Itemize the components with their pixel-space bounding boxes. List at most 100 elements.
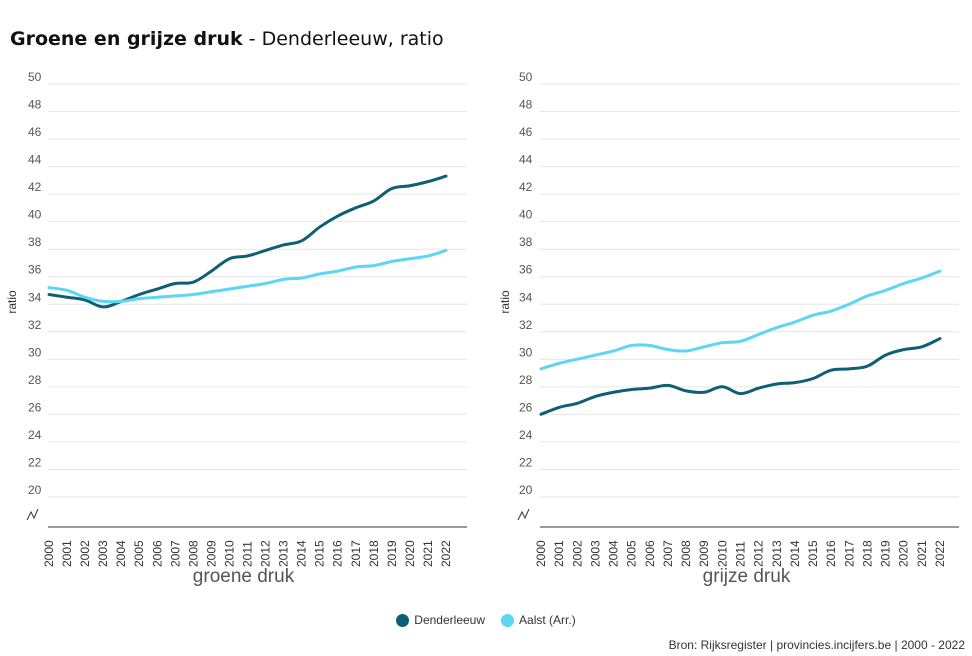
legend-label: Denderleeuw [414, 613, 486, 627]
y-tick-label: 44 [519, 153, 533, 167]
y-tick-label: 28 [519, 373, 533, 387]
x-axis-title: grijze druk [703, 566, 791, 587]
x-tick-label: 2003 [96, 540, 110, 567]
chart-title-bold: Groene en grijze druk [10, 28, 243, 50]
y-tick-label: 42 [28, 180, 42, 194]
x-tick-label: 2010 [715, 540, 729, 567]
y-tick-label: 46 [519, 125, 533, 139]
y-tick-label: 50 [28, 70, 42, 84]
x-tick-label: 2002 [570, 540, 584, 567]
y-tick-label: 20 [519, 483, 533, 497]
y-tick-label: 34 [519, 290, 533, 304]
legend-label: Aalst (Arr.) [519, 613, 576, 627]
y-tick-label: 40 [28, 208, 42, 222]
x-tick-label: 2021 [915, 540, 929, 567]
x-tick-label: 2020 [403, 540, 417, 567]
y-tick-label: 28 [28, 373, 42, 387]
y-tick-label: 48 [28, 98, 42, 112]
x-tick-label: 2017 [349, 540, 363, 567]
x-tick-label: 2002 [78, 540, 92, 567]
x-tick-label: 2006 [643, 540, 657, 567]
x-tick-label: 2011 [734, 541, 748, 567]
x-tick-label: 2022 [933, 540, 947, 567]
y-tick-label: 50 [519, 70, 533, 84]
y-tick-label: 30 [519, 345, 533, 359]
x-tick-label: 2007 [661, 540, 675, 567]
y-tick-label: 42 [519, 180, 533, 194]
y-axis-label: ratio [5, 290, 19, 314]
y-tick-label: 26 [519, 400, 533, 414]
legend: Denderleeuw Aalst (Arr.) [0, 613, 972, 630]
x-tick-label: 2013 [770, 540, 784, 567]
x-tick-label: 2005 [625, 540, 639, 567]
x-tick-label: 2014 [788, 540, 802, 567]
x-tick-label: 2014 [295, 540, 309, 567]
x-tick-label: 2015 [313, 540, 327, 567]
x-tick-label: 2005 [132, 540, 146, 567]
y-tick-label: 48 [519, 98, 533, 112]
axis-break-icon [517, 508, 530, 521]
series-line-aalst [539, 269, 942, 371]
x-tick-label: 2010 [222, 540, 236, 567]
x-tick-label: 2019 [385, 540, 399, 567]
legend-dot-icon [396, 613, 410, 627]
chart-panel-1: 20222426283032343638404244464850ratio200… [5, 70, 467, 587]
x-tick-label: 2008 [186, 540, 200, 567]
x-tick-label: 2001 [60, 540, 74, 567]
y-tick-label: 20 [28, 483, 42, 497]
x-tick-label: 2016 [824, 540, 838, 567]
y-tick-label: 24 [28, 428, 42, 442]
y-tick-label: 36 [519, 263, 533, 277]
axis-break-icon [26, 508, 39, 521]
x-tick-label: 2000 [42, 540, 56, 567]
y-tick-label: 44 [28, 153, 42, 167]
x-tick-label: 2009 [204, 540, 218, 567]
series-line-aalst [47, 248, 448, 304]
legend-dot-icon [501, 613, 515, 627]
x-tick-label: 2020 [897, 540, 911, 567]
x-tick-label: 2004 [114, 540, 128, 567]
y-tick-label: 32 [28, 318, 42, 332]
x-tick-label: 2000 [534, 540, 548, 567]
series-line-denderleeuw [539, 337, 942, 416]
x-tick-label: 2008 [679, 540, 693, 567]
x-tick-label: 2004 [607, 540, 621, 567]
x-tick-label: 2016 [331, 540, 345, 567]
x-tick-label: 2018 [860, 540, 874, 567]
x-tick-label: 2022 [439, 540, 453, 567]
x-tick-label: 2019 [879, 540, 893, 567]
y-tick-label: 38 [28, 235, 42, 249]
y-tick-label: 30 [28, 345, 42, 359]
x-axis-title: groene druk [193, 566, 295, 587]
x-tick-label: 2006 [150, 540, 164, 567]
y-tick-label: 26 [28, 400, 42, 414]
x-tick-label: 2018 [367, 540, 381, 567]
source-note: Bron: Rijksregister | provincies.incijfe… [668, 638, 965, 652]
x-tick-label: 2001 [552, 540, 566, 567]
series-line-denderleeuw [47, 174, 448, 309]
x-tick-label: 2013 [277, 540, 291, 567]
x-tick-label: 2017 [842, 540, 856, 567]
y-axis-label: ratio [498, 290, 512, 314]
y-tick-label: 38 [519, 235, 533, 249]
x-tick-label: 2021 [421, 540, 435, 567]
x-tick-label: 2015 [806, 540, 820, 567]
y-tick-label: 46 [28, 125, 42, 139]
y-tick-label: 40 [519, 208, 533, 222]
chart-title: Groene en grijze druk - Denderleeuw, rat… [10, 28, 444, 50]
x-tick-label: 2007 [168, 540, 182, 567]
y-tick-label: 22 [28, 455, 42, 469]
x-tick-label: 2012 [259, 540, 273, 567]
chart-title-rest: - Denderleeuw, ratio [242, 28, 444, 50]
y-tick-label: 22 [519, 455, 533, 469]
x-tick-label: 2009 [697, 540, 711, 567]
y-tick-label: 36 [28, 263, 42, 277]
x-tick-label: 2011 [241, 541, 255, 567]
x-tick-label: 2003 [588, 540, 602, 567]
y-tick-label: 24 [519, 428, 533, 442]
chart-panel-2: 20222426283032343638404244464850ratio200… [498, 70, 959, 587]
legend-item[interactable]: Denderleeuw [396, 613, 485, 627]
y-tick-label: 34 [28, 290, 42, 304]
legend-item[interactable]: Aalst (Arr.) [501, 613, 576, 627]
